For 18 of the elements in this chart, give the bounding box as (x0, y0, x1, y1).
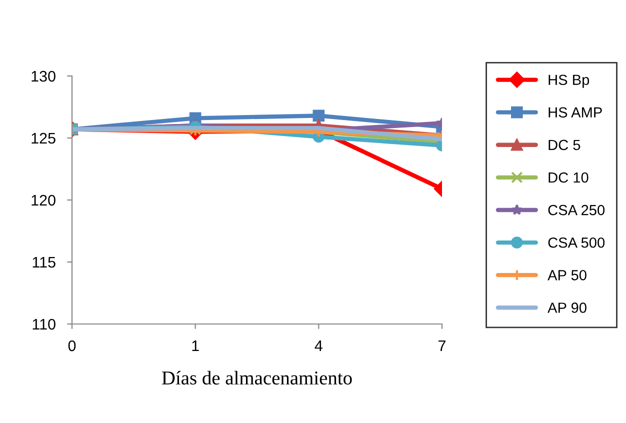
legend-label: HS Bp (548, 74, 590, 88)
legend-label: CSA 500 (548, 237, 605, 248)
x-tick-label: 7 (438, 340, 446, 352)
legend-label: DC 5 (548, 140, 580, 150)
legend-label: AP 50 (548, 270, 586, 280)
legend-label: DC 10 (548, 172, 588, 183)
x-axis-title: Días de almacenamiento (162, 370, 352, 385)
y-tick-label: 130 (32, 70, 56, 82)
x-tick-label: 0 (68, 340, 76, 352)
legend-label: AP 90 (548, 302, 586, 313)
y-tick-label: 115 (32, 257, 56, 268)
y-tick-label: 125 (32, 132, 56, 144)
x-tick-label: 4 (314, 340, 322, 352)
legend-label: CSA 250 (548, 204, 605, 216)
y-tick-label: 120 (32, 194, 56, 206)
x-tick-label: 1 (192, 340, 199, 352)
y-tick-label: 110 (32, 318, 56, 330)
legend-label: HS AMP (548, 107, 602, 118)
